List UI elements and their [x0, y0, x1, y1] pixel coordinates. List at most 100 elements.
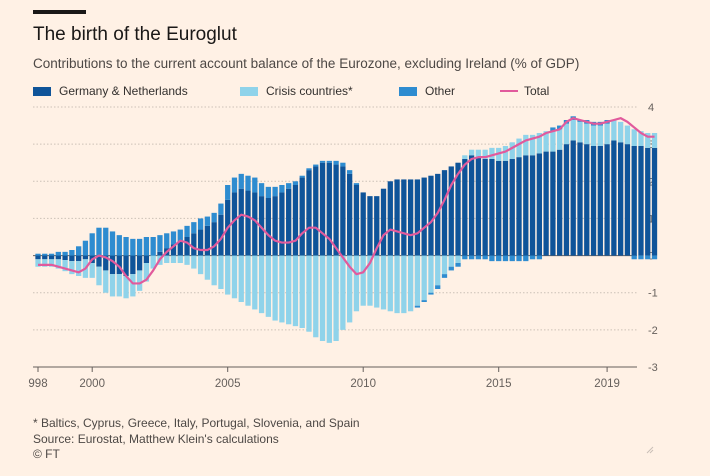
bar-crisis	[42, 259, 48, 267]
bar-other	[184, 225, 190, 237]
legend-label-other: Other	[425, 84, 456, 98]
bar-crisis	[360, 255, 366, 306]
bar-germany	[265, 198, 271, 256]
bar-germany	[191, 233, 197, 256]
bar-other	[150, 237, 156, 256]
bar-germany	[62, 255, 68, 261]
x-tick-label: 2019	[594, 378, 620, 390]
bar-other	[529, 255, 536, 260]
legend-swatch-crisis	[240, 86, 258, 96]
bar-crisis	[475, 149, 482, 158]
bar-crisis	[509, 142, 515, 159]
bar-crisis	[651, 133, 658, 148]
bar-germany	[340, 166, 346, 256]
bar-germany	[631, 146, 637, 256]
bar-germany	[590, 146, 597, 256]
bar-germany	[645, 147, 651, 256]
bar-germany	[157, 251, 163, 256]
bar-other	[435, 285, 441, 289]
bar-crisis	[204, 255, 211, 280]
bar-crisis	[380, 255, 387, 310]
bar-germany	[306, 170, 312, 256]
legend-label-total: Total	[524, 84, 550, 98]
legend-item-total: Total	[500, 84, 549, 98]
bar-germany	[143, 255, 150, 263]
bar-germany	[401, 179, 407, 256]
bar-germany	[272, 196, 278, 256]
bar-crisis	[150, 255, 156, 269]
bar-crisis	[103, 270, 109, 293]
bar-crisis	[441, 255, 448, 275]
bar-germany	[286, 188, 292, 256]
bar-crisis	[367, 255, 373, 306]
bar-crisis	[299, 255, 305, 328]
bar-germany	[35, 255, 41, 260]
bar-other	[496, 255, 502, 262]
bar-crisis	[76, 261, 82, 276]
bar-other	[48, 253, 55, 256]
bar-crisis	[374, 255, 380, 308]
bar-other	[421, 300, 427, 302]
bar-crisis	[482, 149, 488, 159]
x-tick-label: 998	[28, 378, 47, 390]
bar-other	[326, 160, 332, 163]
bar-other	[225, 185, 231, 200]
bar-crisis	[238, 255, 244, 302]
bar-germany	[577, 142, 583, 256]
bar-crisis	[645, 133, 651, 148]
bar-crisis	[516, 138, 522, 158]
bar-crisis	[557, 129, 563, 150]
bar-other	[231, 177, 238, 193]
bar-crisis	[428, 255, 434, 293]
bar-crisis	[347, 255, 353, 323]
bar-germany	[597, 146, 603, 256]
bar-germany	[299, 177, 305, 256]
bar-germany	[374, 196, 380, 256]
bar-germany	[136, 255, 143, 271]
bar-other	[638, 255, 644, 260]
bar-other	[76, 246, 82, 256]
bar-germany	[509, 159, 515, 256]
bar-germany	[353, 185, 360, 256]
bar-germany	[245, 190, 251, 256]
bar-germany	[570, 140, 576, 256]
legend: Germany & Netherlands Crisis countries* …	[33, 84, 673, 100]
bar-germany	[292, 185, 299, 256]
bar-germany	[211, 222, 217, 256]
bar-other	[258, 183, 265, 197]
bar-crisis	[164, 255, 170, 263]
bar-crisis	[604, 123, 610, 145]
legend-item-germany: Germany & Netherlands	[33, 84, 188, 98]
total-line	[38, 117, 655, 285]
bar-other	[109, 231, 116, 256]
bar-other	[170, 231, 177, 245]
bar-germany	[130, 255, 136, 275]
bar-germany	[279, 192, 285, 256]
bar-crisis	[590, 125, 597, 146]
bar-germany	[414, 179, 421, 256]
bar-crisis	[55, 259, 61, 269]
bar-crisis	[109, 274, 116, 297]
bar-crisis	[577, 121, 583, 143]
bar-other	[143, 237, 150, 256]
bar-other	[177, 229, 183, 241]
bar-germany	[218, 214, 224, 256]
bar-crisis	[326, 255, 332, 343]
legend-label-germany: Germany & Netherlands	[59, 84, 188, 98]
bar-other	[292, 181, 299, 185]
bar-germany	[48, 255, 55, 260]
bar-crisis	[407, 255, 414, 312]
bar-germany	[55, 255, 61, 260]
bar-crisis	[279, 255, 285, 323]
bar-other	[157, 235, 163, 252]
bar-crisis	[584, 123, 590, 145]
bar-crisis	[597, 125, 603, 146]
bar-germany	[252, 192, 258, 256]
bar-other	[252, 177, 258, 193]
bar-germany	[326, 162, 332, 256]
bar-crisis	[272, 255, 278, 321]
bar-germany	[123, 255, 129, 276]
bar-other	[35, 253, 41, 256]
bar-germany	[496, 160, 502, 256]
